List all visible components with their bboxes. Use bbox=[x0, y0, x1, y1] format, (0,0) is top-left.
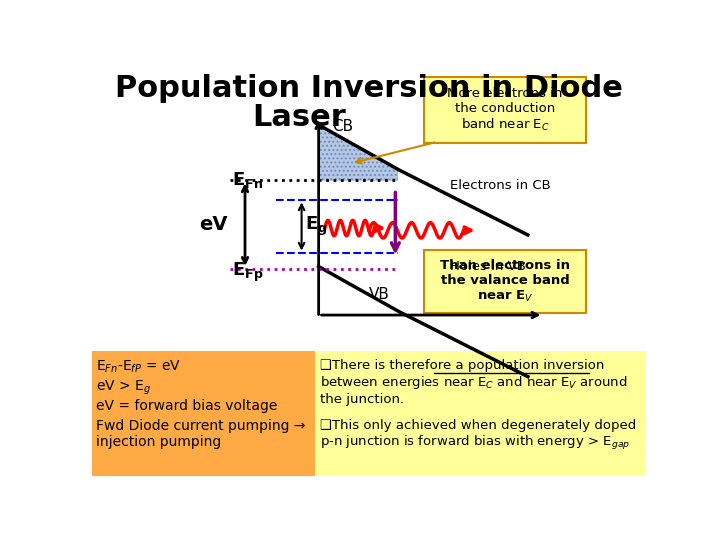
Text: VB: VB bbox=[369, 287, 390, 302]
Text: $\mathbf{E_{Fn}}$: $\mathbf{E_{Fn}}$ bbox=[232, 170, 263, 190]
FancyBboxPatch shape bbox=[316, 351, 647, 476]
Text: $\mathbf{E_g}$: $\mathbf{E_g}$ bbox=[305, 215, 328, 238]
FancyBboxPatch shape bbox=[91, 351, 315, 476]
Text: eV: eV bbox=[199, 215, 228, 234]
Text: ❑This only achieved when degenerately doped
p-n junction is forward bias with en: ❑This only achieved when degenerately do… bbox=[320, 419, 636, 453]
Text: ❑There is therefore a population inversion
between energies near E$_C$ and near : ❑There is therefore a population inversi… bbox=[320, 359, 628, 406]
Text: CB: CB bbox=[333, 119, 354, 134]
Text: eV = forward bias voltage: eV = forward bias voltage bbox=[96, 399, 278, 413]
Text: Than electrons in
the valance band
near E$_V$: Than electrons in the valance band near … bbox=[440, 259, 570, 304]
Text: Holes in VB: Holes in VB bbox=[451, 260, 526, 273]
Text: Population Inversion in Diode: Population Inversion in Diode bbox=[115, 74, 623, 103]
Text: $\mathbf{E_{Fp}}$: $\mathbf{E_{Fp}}$ bbox=[232, 260, 264, 284]
FancyBboxPatch shape bbox=[424, 77, 586, 143]
Text: eV > E$_g$: eV > E$_g$ bbox=[96, 379, 151, 397]
Text: Laser: Laser bbox=[253, 103, 346, 132]
Text: E$_{Fn}$-E$_{fP}$ = eV: E$_{Fn}$-E$_{fP}$ = eV bbox=[96, 359, 181, 375]
Text: More electrons in
the conduction
band near E$_C$: More electrons in the conduction band ne… bbox=[447, 87, 563, 133]
FancyBboxPatch shape bbox=[424, 249, 586, 313]
Text: Electrons in CB: Electrons in CB bbox=[451, 179, 551, 192]
Text: Fwd Diode current pumping →
injection pumping: Fwd Diode current pumping → injection pu… bbox=[96, 419, 306, 449]
